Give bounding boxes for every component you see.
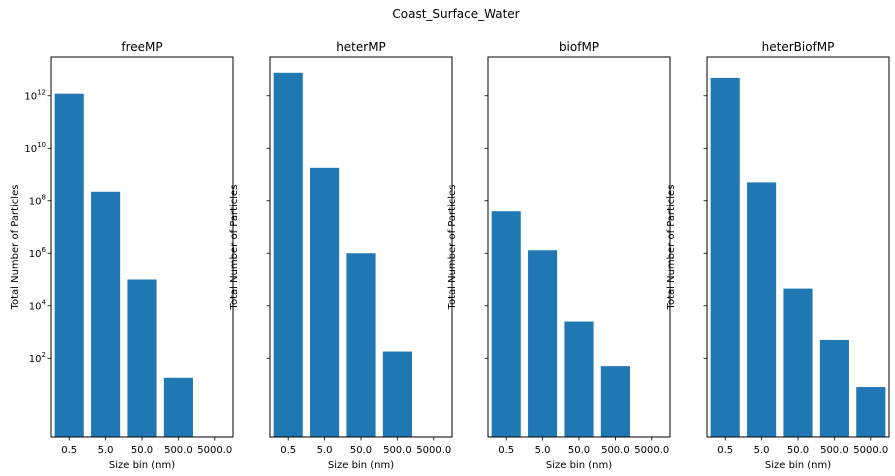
x-tick-label: 50.0 <box>350 445 372 456</box>
y-tick-exponent: 4 <box>42 298 47 306</box>
subplots: freeMP 0.5 5.0 50.0 500.0 5000.0 Size bin (nm)… <box>10 40 890 471</box>
x-axis-label: Size bin (nm) <box>546 460 612 471</box>
subplot-title: freeMP <box>121 40 162 54</box>
y-tick-label: 104 <box>29 298 47 312</box>
subplot-freeMP: freeMP 0.5 5.0 50.0 500.0 5000.0 Size bin (nm)… <box>10 40 234 471</box>
subplot-title: heterBiofMP <box>762 40 835 54</box>
bar-0.5 <box>273 72 303 438</box>
x-tick-label: 500.0 <box>820 445 849 456</box>
subplot-heterBiofMP: heterBiofMP 0.5 5.0 50.0 500.0 5000.0 Size bin… <box>666 40 890 471</box>
x-axis-label: Size bin (nm) <box>765 460 831 471</box>
y-tick-label: 106 <box>29 246 47 260</box>
x-tick-label: 5000.0 <box>853 445 888 456</box>
y-tick-base: 10 <box>29 196 42 207</box>
x-tick-label: 5000.0 <box>634 445 669 456</box>
y-tick-exponent: 6 <box>42 246 47 254</box>
y-tick-label: 102 <box>29 351 46 365</box>
x-tick-label: 0.5 <box>61 445 77 456</box>
x-tick-label: 500.0 <box>383 445 412 456</box>
bar-500.0 <box>819 339 849 437</box>
y-tick-base: 10 <box>29 354 42 365</box>
x-axis-label: Size bin (nm) <box>328 460 394 471</box>
y-tick-label: 108 <box>29 193 46 207</box>
x-tick-label: 5.0 <box>535 445 551 456</box>
y-tick-base: 10 <box>24 144 37 155</box>
x-tick-label: 5000.0 <box>197 445 232 456</box>
x-tick-label: 0.5 <box>717 445 733 456</box>
y-axis-label: Total Number of Particles <box>229 185 240 311</box>
y-tick-base: 10 <box>24 91 37 102</box>
x-tick-label: 5.0 <box>754 445 770 456</box>
x-tick-label: 50.0 <box>568 445 590 456</box>
x-tick-label: 500.0 <box>164 445 193 456</box>
subplot-heterMP: heterMP 0.5 5.0 50.0 500.0 5000.0 Size bin (nm… <box>229 40 453 471</box>
bar-50.0 <box>564 321 594 437</box>
bar-5.0 <box>91 191 121 437</box>
bar-0.5 <box>491 211 521 437</box>
figure-suptitle: Coast_Surface_Water <box>392 7 519 21</box>
y-axis-label: Total Number of Particles <box>666 185 677 311</box>
bar-0.5 <box>54 93 84 437</box>
x-tick-label: 50.0 <box>787 445 809 456</box>
y-axis-label: Total Number of Particles <box>10 185 21 311</box>
bar-5000.0 <box>856 387 886 437</box>
y-tick-base: 10 <box>29 249 42 260</box>
y-tick-exponent: 10 <box>37 141 46 149</box>
y-axis-label: Total Number of Particles <box>447 185 458 311</box>
y-tick-exponent: 12 <box>37 88 46 96</box>
y-tick-label: 1012 <box>24 88 46 102</box>
bar-500.0 <box>163 377 193 437</box>
bar-500.0 <box>600 366 630 437</box>
bar-50.0 <box>346 253 376 437</box>
bar-5.0 <box>747 182 777 437</box>
y-tick-base: 10 <box>29 301 42 312</box>
x-axis-label: Size bin (nm) <box>109 460 175 471</box>
x-tick-label: 0.5 <box>280 445 296 456</box>
x-tick-label: 5.0 <box>98 445 114 456</box>
subplot-title: biofMP <box>559 40 599 54</box>
x-tick-label: 5000.0 <box>416 445 451 456</box>
bar-50.0 <box>783 288 813 437</box>
x-tick-label: 500.0 <box>601 445 630 456</box>
subplot-biofMP: biofMP 0.5 5.0 50.0 500.0 5000.0 Size bin (nm)… <box>447 40 671 471</box>
x-tick-label: 50.0 <box>131 445 153 456</box>
y-tick-label: 1010 <box>24 141 46 155</box>
y-tick-exponent: 8 <box>42 193 46 201</box>
bar-5.0 <box>310 167 340 437</box>
bar-50.0 <box>127 279 157 437</box>
subplot-title: heterMP <box>336 40 386 54</box>
bar-5.0 <box>528 250 558 437</box>
y-tick-exponent: 2 <box>42 351 46 359</box>
bar-500.0 <box>382 351 412 437</box>
x-tick-label: 0.5 <box>498 445 514 456</box>
x-tick-label: 5.0 <box>317 445 333 456</box>
bar-0.5 <box>710 77 740 437</box>
